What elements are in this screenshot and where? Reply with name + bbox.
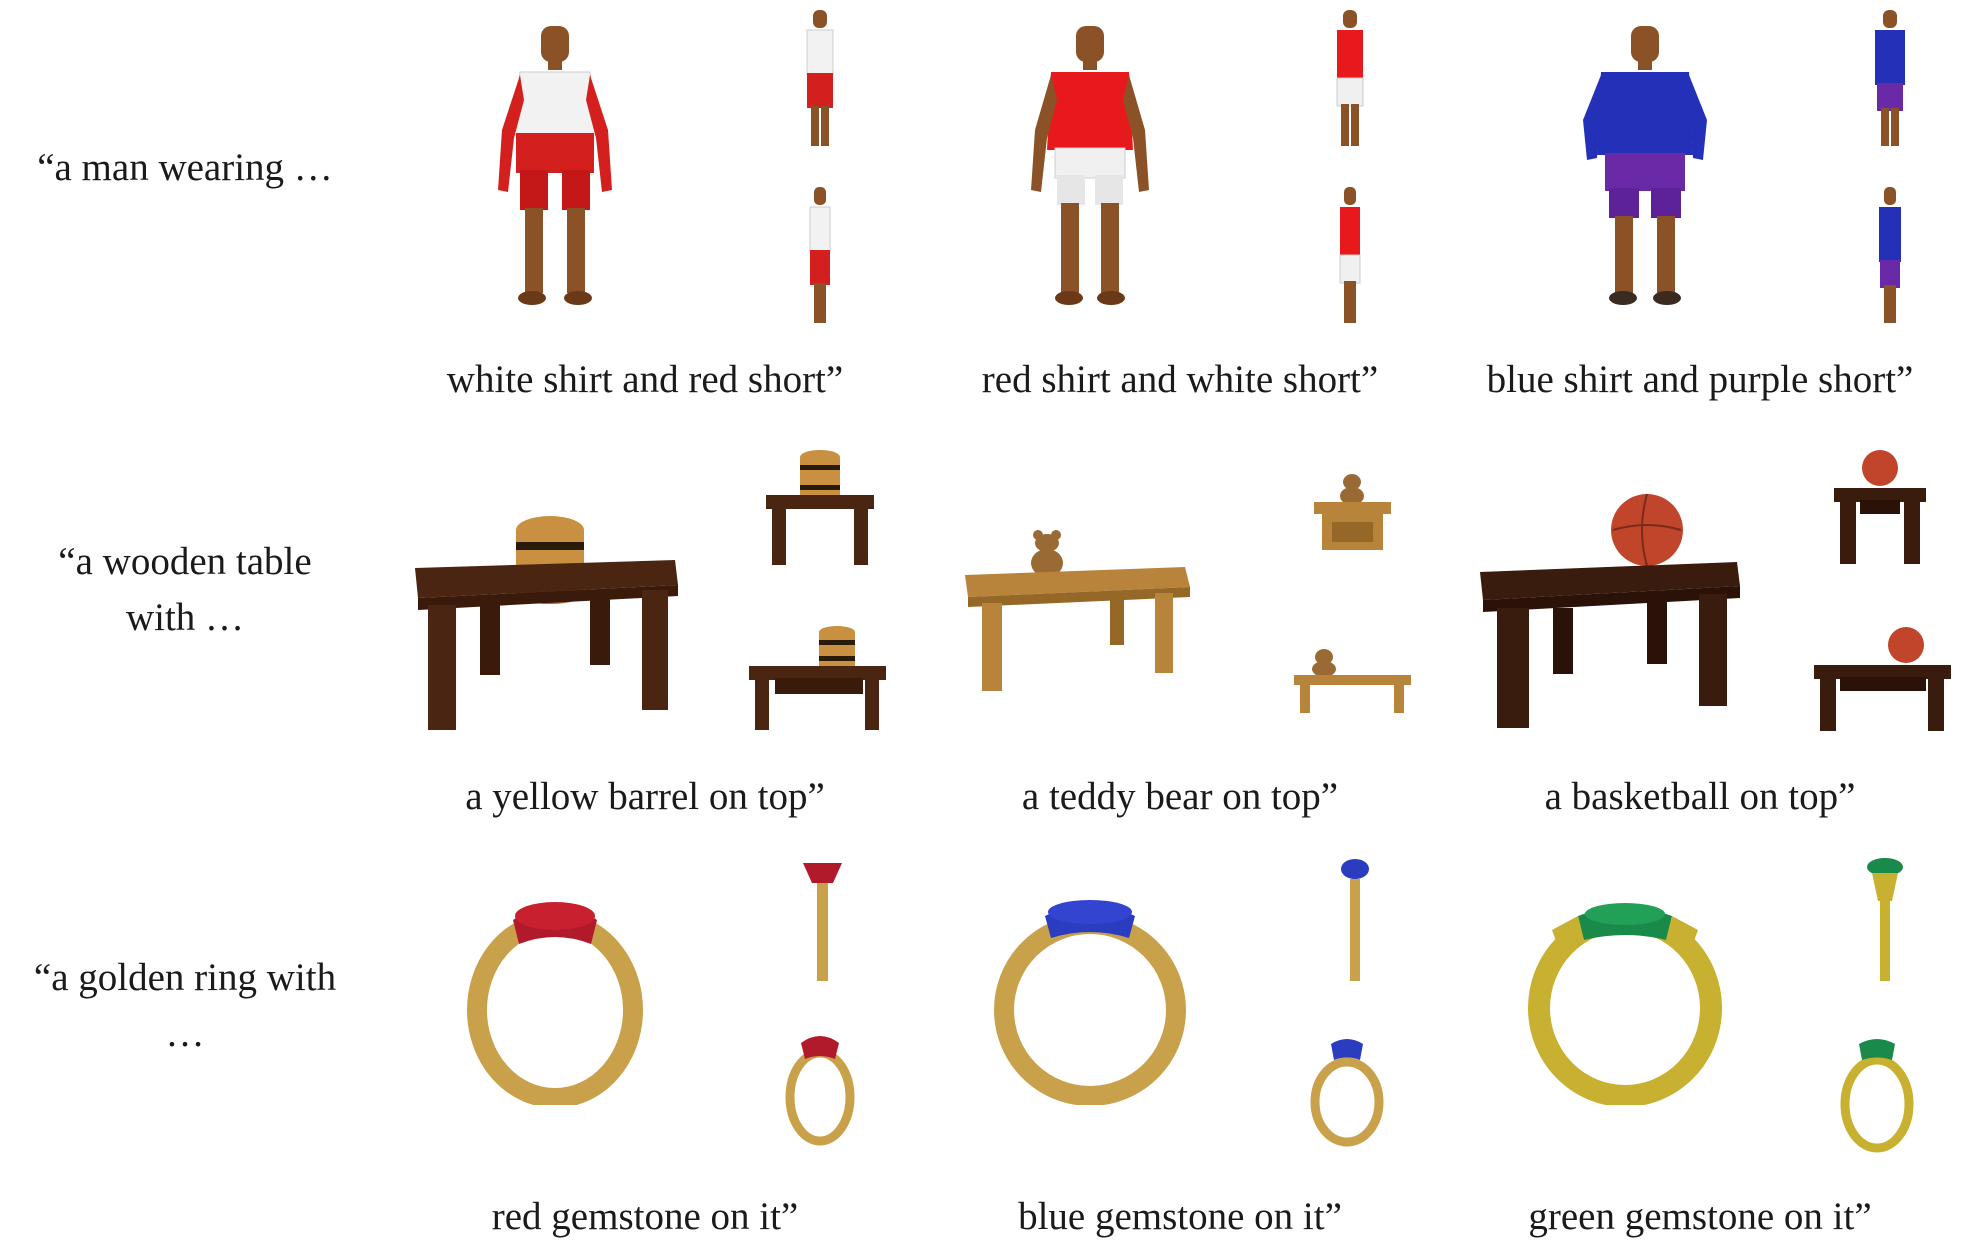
man-side-view-1a: [806, 10, 834, 146]
ring-render-green-gemstone: [1528, 903, 1722, 1105]
caption-ring-2: blue gemstone on it”: [1018, 1195, 1342, 1238]
table-render-basketball: [1480, 493, 1740, 728]
prompt-line: “a man wearing …: [37, 146, 333, 189]
man-render-red-shirt-white-short: [1031, 26, 1149, 305]
table-side-view-2a: [1314, 474, 1391, 550]
ring-side-view-3a: [1867, 858, 1903, 981]
caption-man-3: blue shirt and purple short”: [1486, 358, 1914, 401]
man-side-view-2a: [1336, 10, 1364, 146]
caption-table-3: a basketball on top”: [1544, 775, 1856, 818]
caption-table-1: a yellow barrel on top”: [465, 775, 825, 818]
caption-table-2: a teddy bear on top”: [1021, 775, 1339, 818]
man-side-view-1b: [809, 187, 831, 323]
ring-side-view-2b: [1310, 1039, 1384, 1147]
ring-side-view-2a: [1341, 859, 1369, 981]
man-render-blue-shirt-purple-short: [1583, 26, 1707, 305]
man-side-view-2b: [1339, 187, 1361, 323]
prompt-line: …: [165, 1012, 205, 1055]
ring-side-view-1b: [785, 1036, 855, 1146]
man-side-view-3b: [1879, 187, 1901, 323]
ring-render-blue-gemstone: [994, 900, 1186, 1105]
man-render-white-shirt-red-short: [498, 26, 612, 305]
caption-man-2: red shirt and white short”: [981, 358, 1379, 401]
prompt-line: “a golden ring with: [33, 956, 337, 999]
caption-ring-1: red gemstone on it”: [491, 1195, 799, 1238]
table-render-barrel: [415, 516, 678, 730]
table-side-view-1b: [749, 626, 886, 730]
prompt-label-table: “a wooden table with …: [0, 534, 370, 646]
ring-side-view-3b: [1840, 1039, 1914, 1153]
prompt-line: with …: [125, 596, 245, 639]
caption-man-1: white shirt and red short”: [446, 358, 844, 401]
prompt-line: “a wooden table: [58, 540, 312, 583]
prompt-label-ring: “a golden ring with …: [0, 950, 370, 1062]
ring-side-view-1a: [803, 863, 842, 981]
caption-ring-3: green gemstone on it”: [1528, 1195, 1872, 1238]
table-side-view-2b: [1294, 649, 1411, 713]
table-side-view-3b: [1814, 627, 1951, 731]
table-render-teddy-bear: [965, 530, 1190, 691]
man-side-view-3a: [1875, 10, 1905, 146]
ring-render-red-gemstone: [467, 902, 643, 1105]
table-side-view-1a: [766, 450, 874, 565]
table-side-view-3a: [1834, 450, 1926, 564]
prompt-label-man: “a man wearing …: [0, 140, 370, 196]
